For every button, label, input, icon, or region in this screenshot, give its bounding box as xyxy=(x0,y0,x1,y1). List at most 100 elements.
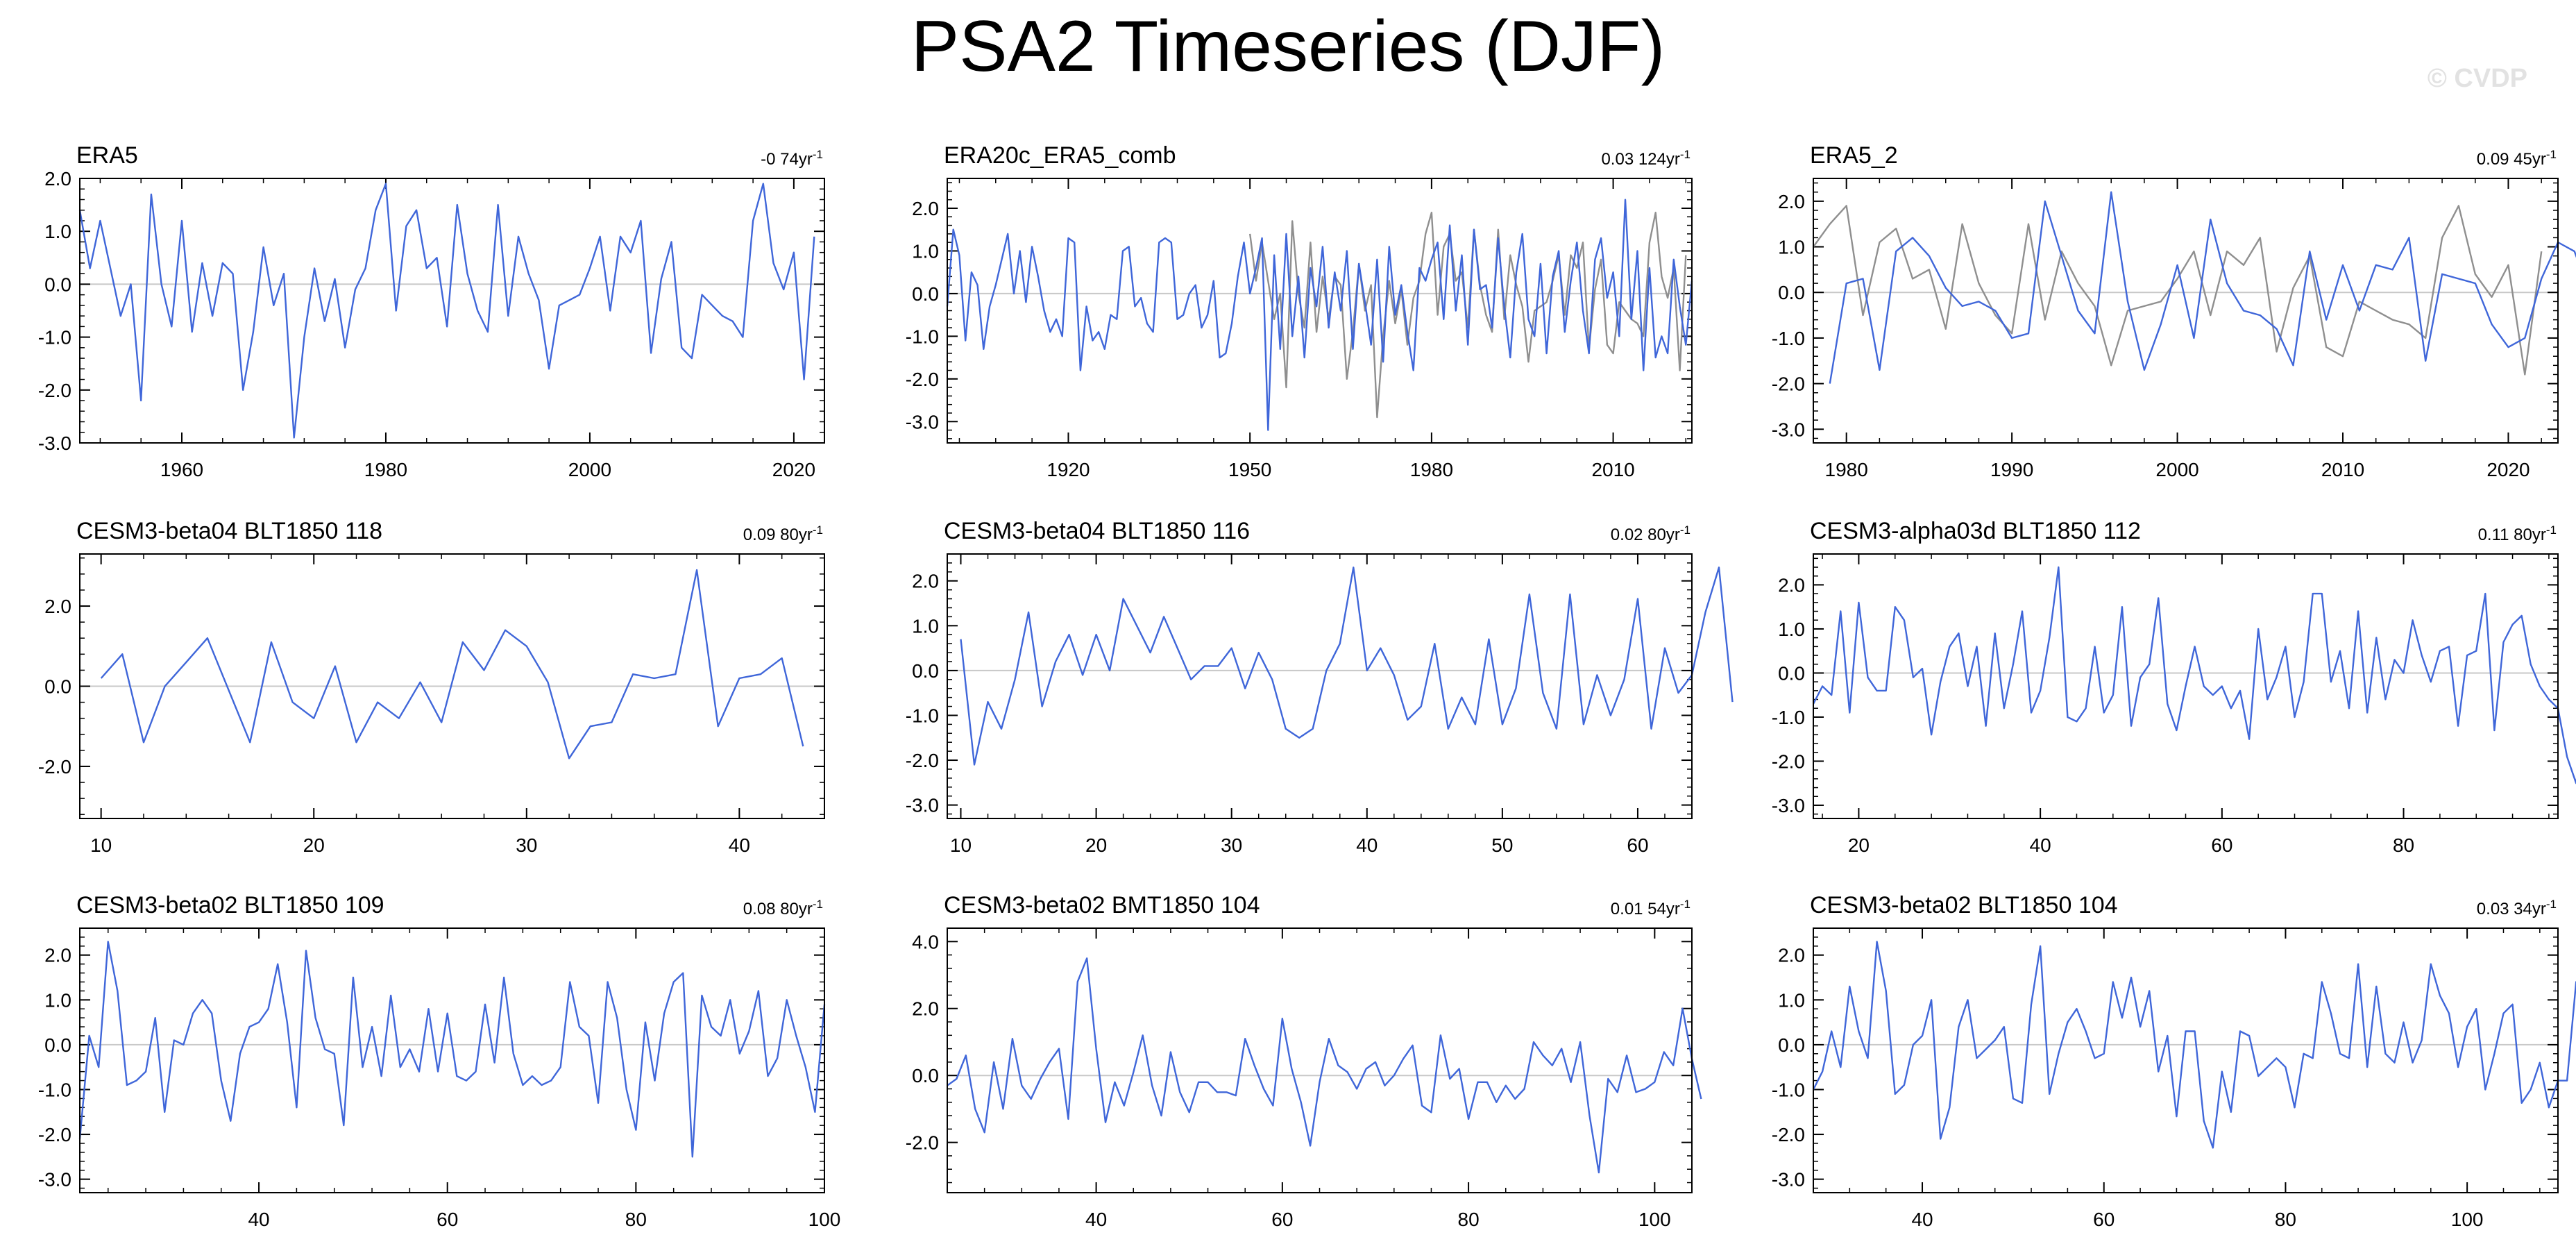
y-tick-label: 2.0 xyxy=(1778,574,1805,596)
panel-trend: 0.11 80yr-1 xyxy=(2478,523,2557,544)
panel-trend: 0.03 34yr-1 xyxy=(2477,898,2557,918)
x-tick-label: 100 xyxy=(2451,1209,2484,1230)
trend-exponent: -1 xyxy=(1680,898,1690,911)
trend-value: 0.09 45yr xyxy=(2477,150,2546,169)
y-tick-label: -2.0 xyxy=(1772,750,1805,772)
y-tick-label: -1.0 xyxy=(1772,707,1805,728)
trend-value: 0.08 80yr xyxy=(743,900,813,918)
y-tick-label: -3.0 xyxy=(906,795,939,816)
page-title: PSA2 Timeseries (DJF) xyxy=(910,6,1666,87)
panel-title: ERA5_2 xyxy=(1810,142,1898,169)
y-tick-label: 0.0 xyxy=(912,283,939,305)
x-tick-label: 20 xyxy=(1848,834,1870,856)
plot-frame xyxy=(1813,178,2559,444)
plot-frame xyxy=(79,553,825,819)
x-tick-label: 2000 xyxy=(568,459,611,480)
x-tick-label: 40 xyxy=(2030,834,2051,856)
x-tick-label: 60 xyxy=(2211,834,2232,856)
series-line-2 xyxy=(946,199,1693,431)
x-tick-label: 60 xyxy=(437,1209,458,1230)
y-tick-label: 0.0 xyxy=(44,274,71,295)
y-tick-label: -2.0 xyxy=(906,1132,939,1154)
x-tick-label: 10 xyxy=(950,834,972,856)
trend-value: 0.01 54yr xyxy=(1611,900,1680,918)
y-tick-label: -1.0 xyxy=(1772,328,1805,349)
x-tick-label: 80 xyxy=(625,1209,647,1230)
y-tick-label: 2.0 xyxy=(912,998,939,1020)
x-tick-label: 10 xyxy=(90,834,112,856)
series-line-1 xyxy=(947,957,1702,1174)
y-tick-label: 1.0 xyxy=(1778,237,1805,258)
panel-trend: 0.02 80yr-1 xyxy=(1611,523,1690,544)
x-tick-label: 1980 xyxy=(1410,459,1453,480)
y-tick-label: -1.0 xyxy=(38,327,71,348)
y-tick-label: -3.0 xyxy=(1772,795,1805,816)
y-tick-label: -1.0 xyxy=(1772,1079,1805,1100)
x-tick-label: 20 xyxy=(303,834,325,856)
trend-value: 0.03 34yr xyxy=(2477,900,2546,918)
y-tick-label: -3.0 xyxy=(906,411,939,432)
plot-frame xyxy=(1813,927,2559,1193)
x-tick-label: 30 xyxy=(516,834,537,856)
y-tick-label: -3.0 xyxy=(38,1169,71,1191)
chart-panel-8: CESM3-beta02 BMT1850 104 0.01 54yr-1 4.0 2.… xyxy=(906,892,1702,1230)
y-tick-label: 2.0 xyxy=(1778,191,1805,212)
trend-exponent: -1 xyxy=(1680,148,1690,161)
y-tick-label: -2.0 xyxy=(906,369,939,390)
panel-title: CESM3-beta02 BLT1850 109 xyxy=(76,892,384,918)
x-tick-label: 80 xyxy=(1458,1209,1480,1230)
y-tick-label: -3.0 xyxy=(38,432,71,454)
chart-panel-2: ERA20c_ERA5_comb 0.03 124yr-1 2.0 1.0 0.0 -1.… xyxy=(906,142,1693,480)
panel-title: ERA20c_ERA5_comb xyxy=(944,142,1176,169)
plot-frame xyxy=(947,553,1693,819)
panel-title: CESM3-alpha03d BLT1850 112 xyxy=(1810,518,2141,544)
x-tick-label: 1980 xyxy=(1825,459,1868,480)
y-tick-label: 1.0 xyxy=(912,240,939,262)
trend-exponent: -1 xyxy=(1680,523,1690,537)
y-tick-label: 2.0 xyxy=(44,945,71,966)
series-line-1 xyxy=(78,183,815,439)
x-tick-label: 2010 xyxy=(2321,459,2364,480)
chart-panel-1: ERA5 -0 74yr-1 2.0 1.0 0.0 -1.0 -2.0 -3.0 1960 19… xyxy=(38,142,825,480)
chart-panel-7: CESM3-beta02 BLT1850 109 0.08 80yr-1 2.0 1.… xyxy=(38,892,841,1230)
x-tick-label: 2020 xyxy=(2486,459,2530,480)
x-tick-label: 60 xyxy=(2093,1209,2115,1230)
x-tick-label: 40 xyxy=(1911,1209,1933,1230)
panel-trend: -0 74yr-1 xyxy=(761,148,823,169)
plot-frame xyxy=(79,927,825,1193)
series-line-1 xyxy=(1812,566,2576,784)
y-tick-label: 0.0 xyxy=(44,1034,71,1056)
trend-value: -0 74yr xyxy=(761,150,813,169)
panel-trend: 0.03 124yr-1 xyxy=(1601,148,1690,169)
x-tick-label: 1960 xyxy=(160,459,203,480)
trend-value: 0.09 80yr xyxy=(743,526,813,544)
series-line-1 xyxy=(1249,212,1687,419)
y-tick-label: 1.0 xyxy=(44,221,71,242)
x-tick-label: 80 xyxy=(2275,1209,2296,1230)
y-tick-label: 0.0 xyxy=(1778,1034,1805,1056)
x-tick-label: 2000 xyxy=(2155,459,2198,480)
y-tick-label: 2.0 xyxy=(912,198,939,219)
y-tick-label: 1.0 xyxy=(912,615,939,637)
x-tick-label: 1920 xyxy=(1046,459,1090,480)
y-tick-label: 1.0 xyxy=(1778,989,1805,1011)
y-tick-label: -2.0 xyxy=(1772,1124,1805,1145)
y-tick-label: -2.0 xyxy=(38,1124,71,1145)
trend-exponent: -1 xyxy=(813,523,823,537)
x-tick-label: 1980 xyxy=(364,459,407,480)
panel-trend: 0.09 80yr-1 xyxy=(743,523,823,544)
panel-trend: 0.01 54yr-1 xyxy=(1611,898,1690,918)
panel-title: CESM3-beta04 BLT1850 118 xyxy=(76,518,382,544)
x-tick-label: 30 xyxy=(1221,834,1242,856)
x-tick-label: 50 xyxy=(1491,834,1513,856)
y-tick-label: 2.0 xyxy=(44,168,71,190)
x-tick-label: 60 xyxy=(1627,834,1648,856)
x-tick-label: 2010 xyxy=(1591,459,1634,480)
y-tick-label: 0.0 xyxy=(1778,282,1805,303)
chart-panel-6: CESM3-alpha03d BLT1850 112 0.11 80yr-1 2.0… xyxy=(1772,518,2576,856)
y-tick-label: 4.0 xyxy=(912,931,939,952)
trend-value: 0.02 80yr xyxy=(1611,526,1680,544)
chart-panel-4: CESM3-beta04 BLT1850 118 0.09 80yr-1 2.0 0.… xyxy=(38,518,825,856)
plot-frame xyxy=(79,178,825,444)
y-tick-label: -2.0 xyxy=(38,380,71,401)
